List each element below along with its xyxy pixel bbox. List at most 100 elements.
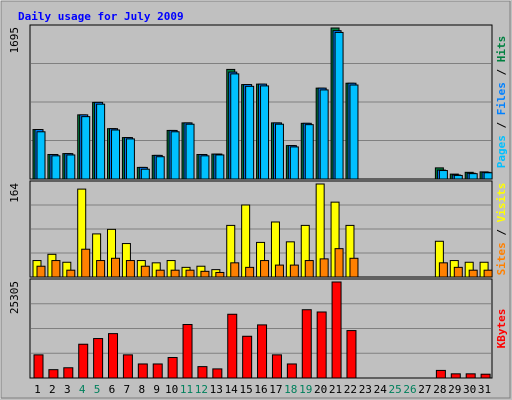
bar-kbytes [108,333,119,379]
bar-kbytes [301,309,312,379]
bar-pages [155,156,165,180]
bar-pages [96,103,106,180]
bar-sites [215,271,225,278]
bar-sites [483,269,493,278]
x-tick-label: 16 [254,383,267,396]
x-tick-label: 5 [94,383,101,396]
bar-sites [125,260,135,278]
x-tick-label: 25 [389,383,402,396]
bar-kbytes [435,369,446,379]
bar-sites [245,266,255,278]
x-tick-label: 26 [403,383,416,396]
bar-kbytes [465,373,476,379]
bar-kbytes [271,354,282,379]
bar-kbytes [197,366,208,379]
bar-pages [468,173,478,180]
bar-sites [51,260,61,278]
bar-kbytes [48,369,59,379]
x-tick-label: 30 [463,383,476,396]
bar-pages [36,131,46,180]
legend-entry: / [495,115,508,135]
y-max-label: 1695 [8,27,21,54]
bar-sites [289,264,299,278]
bar-sites [230,262,240,278]
bar-pages [260,85,270,180]
bar-kbytes [212,368,223,379]
bar-kbytes [346,330,357,379]
legend-entry: KBytes [495,309,508,349]
bar-visits [241,204,251,278]
x-tick-label: 10 [165,383,178,396]
x-tick-label: 18 [284,383,297,396]
x-tick-label: 11 [180,383,193,396]
x-tick-label: 27 [418,383,431,396]
bar-pages [140,168,150,180]
x-tick-label: 15 [239,383,252,396]
bar-sites [319,258,329,278]
x-tick-label: 31 [478,383,491,396]
x-tick-label: 24 [374,383,388,396]
bar-pages [111,129,121,180]
bar-pages [200,155,210,180]
bar-pages [438,170,448,180]
bar-sites [453,266,463,278]
bar-pages [483,172,493,180]
bar-kbytes [152,363,163,379]
x-tick-label: 17 [269,383,282,396]
legend-entry: / [495,62,508,82]
bar-pages [289,146,299,180]
bar-kbytes [93,338,104,379]
bar-sites [111,257,121,278]
x-tick-label: 23 [359,383,372,396]
x-tick-label: 7 [124,383,131,396]
bar-pages [51,155,61,180]
bar-kbytes [63,367,74,379]
bar-pages [304,124,314,180]
legend-kbytes: KBytes [495,309,508,349]
x-tick-label: 20 [314,383,327,396]
legend-entry: / [495,222,508,242]
bar-kbytes [33,354,44,379]
legend-hits-files-pages: Pages / Files / Hits [495,36,508,169]
x-tick-label: 8 [138,383,145,396]
x-tick-label: 28 [433,383,446,396]
bar-sites [96,260,106,278]
bar-kbytes [331,281,342,379]
x-tick-label: 22 [344,383,357,396]
chart-title: Daily usage for July 2009 [18,10,184,23]
bar-kbytes [286,363,297,379]
bar-sites [438,262,448,278]
bar-pages [185,123,195,180]
bar-kbytes [167,357,178,379]
bar-sites [66,269,76,278]
bar-kbytes [480,373,491,379]
bar-sites [170,269,180,278]
bar-sites [200,270,210,278]
bar-kbytes [316,311,327,379]
bar-kbytes [450,373,461,379]
bar-sites [349,257,359,278]
legend-entry: Sites [495,242,508,275]
bar-pages [349,84,359,180]
bar-pages [453,174,463,180]
x-tick-label: 29 [448,383,461,396]
x-tick-label: 9 [153,383,160,396]
bar-sites [260,260,270,278]
bar-pages [215,154,225,180]
bar-pages [66,154,76,180]
x-tick-label: 13 [210,383,223,396]
bar-sites [36,265,46,278]
bar-sites [140,265,150,278]
bar-sites [274,264,284,278]
bar-kbytes [257,324,268,379]
bar-kbytes [78,343,89,379]
bar-sites [468,269,478,278]
x-tick-label: 19 [299,383,312,396]
y-max-label: 25305 [8,281,21,314]
bar-pages [81,116,91,180]
bar-kbytes [242,335,253,379]
bar-pages [274,123,284,180]
bar-pages [125,138,135,180]
x-tick-label: 6 [109,383,116,396]
